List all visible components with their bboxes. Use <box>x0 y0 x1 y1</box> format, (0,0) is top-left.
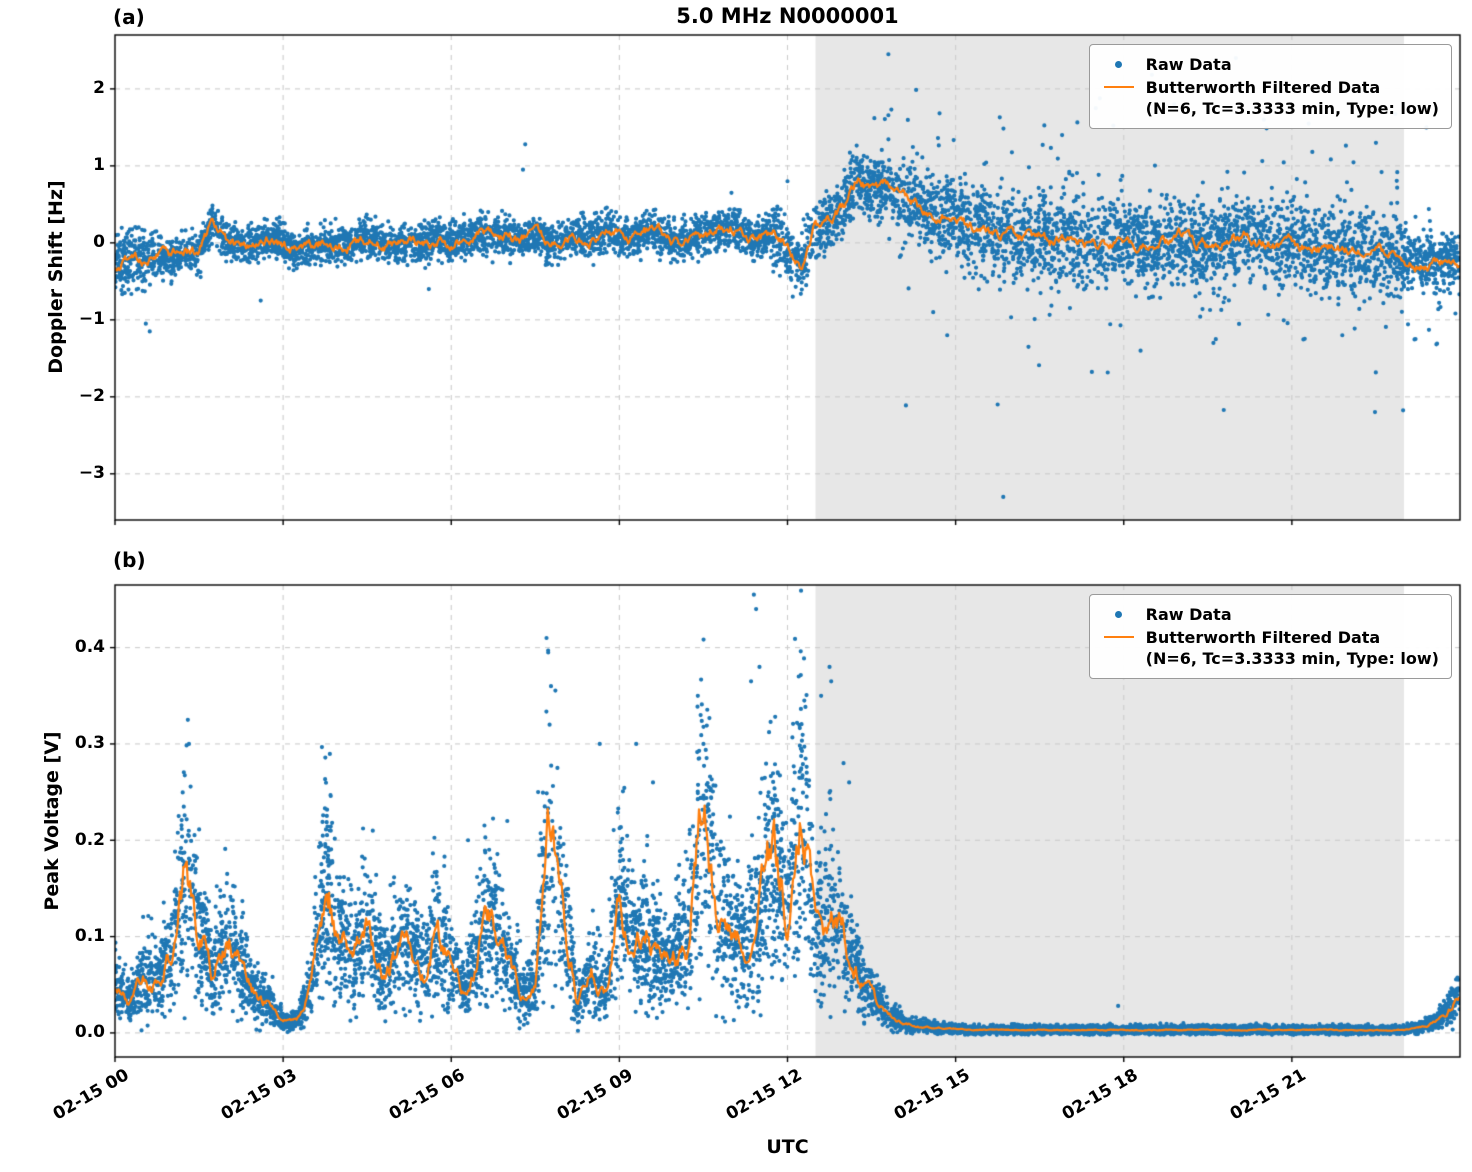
filtered-line-marker <box>1102 77 1136 97</box>
legend-panel-b: Raw Data Butterworth Filtered Data (N=6,… <box>1088 594 1452 680</box>
legend-filtered-label-line1: Butterworth Filtered Data <box>1145 628 1381 648</box>
panel-b-ylabel: Peak Voltage [V] <box>41 731 63 911</box>
panel-a-label: (a) <box>113 5 145 29</box>
legend-raw-label: Raw Data <box>1145 55 1232 74</box>
legend-row-filtered: Butterworth Filtered Data (N=6, Tc=3.333… <box>1102 77 1439 119</box>
figure-title: 5.0 MHz N0000001 <box>676 4 899 28</box>
legend-filtered-label-line1: Butterworth Filtered Data <box>1145 78 1381 98</box>
filtered-line-marker <box>1102 627 1136 647</box>
y-tick-label: −3 <box>78 463 105 484</box>
y-tick-label: 1 <box>93 155 105 176</box>
y-tick-label: −1 <box>78 309 105 330</box>
y-tick-label: 0.1 <box>74 926 105 947</box>
legend-panel-a: Raw Data Butterworth Filtered Data (N=6,… <box>1088 44 1452 130</box>
y-tick-label: 0.0 <box>74 1022 105 1043</box>
legend-row-filtered: Butterworth Filtered Data (N=6, Tc=3.333… <box>1102 627 1439 669</box>
legend-row-raw: Raw Data <box>1102 54 1439 75</box>
y-tick-label: 0.3 <box>74 733 105 754</box>
panel-a-ylabel: Doppler Shift [Hz] <box>45 180 67 374</box>
raw-data-dot-marker <box>1102 604 1136 624</box>
raw-data-dot-marker <box>1102 54 1136 74</box>
y-tick-label: 0.2 <box>74 829 105 850</box>
legend-filtered-label: Butterworth Filtered Data (N=6, Tc=3.333… <box>1146 627 1439 669</box>
y-tick-label: 0.4 <box>74 637 105 658</box>
y-tick-label: 0 <box>93 232 105 253</box>
legend-row-raw: Raw Data <box>1102 604 1439 625</box>
legend-filtered-label: Butterworth Filtered Data (N=6, Tc=3.333… <box>1146 77 1439 119</box>
legend-raw-label: Raw Data <box>1145 605 1232 624</box>
panel-b-label: (b) <box>113 548 146 572</box>
x-axis-label: UTC <box>766 1136 809 1158</box>
legend-filtered-label-line2: (N=6, Tc=3.3333 min, Type: low) <box>1145 649 1439 669</box>
y-tick-label: −2 <box>78 386 105 407</box>
y-tick-label: 2 <box>93 78 105 99</box>
legend-filtered-label-line2: (N=6, Tc=3.3333 min, Type: low) <box>1145 99 1439 119</box>
